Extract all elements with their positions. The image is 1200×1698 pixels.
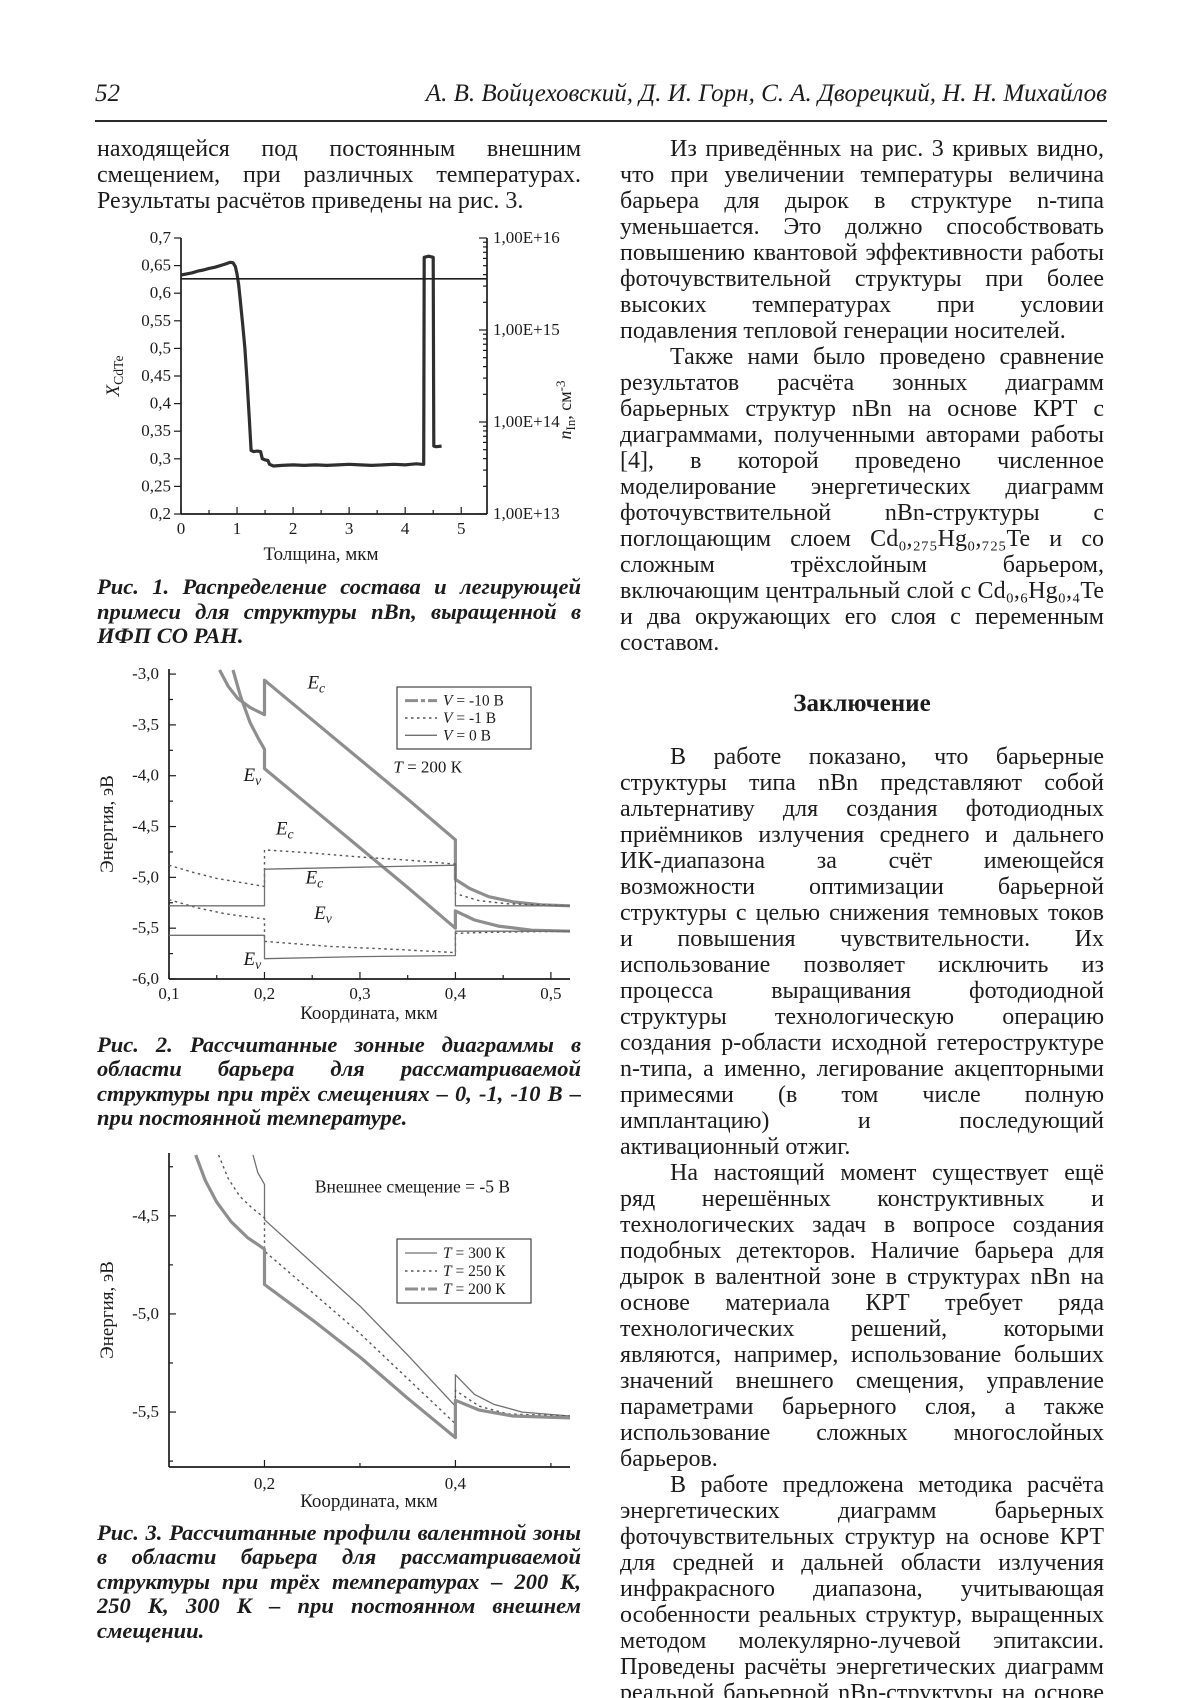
figure-3: 0,2 0,4 -4,5 -5,0 -5,5 Внешнее смещение = -5 … [97, 1145, 581, 1644]
figure-1: 0 1 2 3 4 5 0,7 0,65 0,6 0,55 0,5 0,45 0,4 0,35 0,3 0,2… [97, 222, 581, 649]
svg-text:0,2: 0,2 [254, 984, 275, 1003]
svg-text:T = 200 К: T = 200 К [443, 1281, 506, 1298]
svg-text:T = 300 К: T = 300 К [443, 1245, 506, 1262]
intro-paragraph: находящейся под постоянным внешним смеще… [97, 136, 581, 214]
series-v-0V-Ec [169, 864, 570, 906]
svg-text:Координата, мкм: Координата, мкм [300, 1491, 438, 1512]
svg-text:3: 3 [345, 519, 354, 538]
svg-text:1,00E+14: 1,00E+14 [493, 412, 560, 431]
svg-text:0,2: 0,2 [150, 504, 171, 523]
right-column: Из приведённых на рис. 3 кривых видно, ч… [620, 136, 1104, 1698]
series-v-0V-Ev [169, 930, 570, 959]
svg-text:0,55: 0,55 [141, 311, 171, 330]
svg-text:Ec: Ec [306, 672, 325, 695]
svg-text:0,6: 0,6 [150, 283, 171, 302]
svg-text:nIn, см-3: nIn, см-3 [553, 381, 578, 440]
svg-text:0,65: 0,65 [141, 256, 171, 275]
figure3-valence-profile-chart: 0,2 0,4 -4,5 -5,0 -5,5 Внешнее смещение = -5 … [97, 1152, 571, 1512]
svg-text:0,35: 0,35 [141, 421, 171, 440]
svg-text:-5,5: -5,5 [132, 918, 159, 937]
svg-text:4: 4 [401, 519, 410, 538]
svg-text:V = -10 В: V = -10 В [443, 692, 504, 709]
header-rule [95, 120, 1107, 122]
svg-text:Ev: Ev [242, 764, 262, 787]
series-v-10V-Ec [218, 668, 571, 907]
figure1-composition-chart: 0 1 2 3 4 5 0,7 0,65 0,6 0,55 0,5 0,45 0,4 0,35 0,3 0,2… [103, 228, 578, 565]
svg-text:Энергия, эВ: Энергия, эВ [97, 775, 118, 873]
svg-text:2: 2 [289, 519, 298, 538]
series-x-cdte-composition [180, 254, 442, 468]
svg-text:-6,0: -6,0 [132, 969, 159, 988]
page-number: 52 [95, 80, 120, 107]
section-heading-conclusion: Заключение [793, 690, 931, 717]
svg-text:T = 200 К: T = 200 К [393, 757, 462, 776]
figure-2: 0,1 0,2 0,3 0,4 0,5 -3,0 -3,5 -4,0 -4,5 -5,0 -5,5 -… [97, 663, 581, 1131]
svg-text:Ec: Ec [305, 867, 324, 890]
svg-text:-4,5: -4,5 [132, 816, 159, 835]
svg-text:1: 1 [233, 519, 242, 538]
svg-text:0,5: 0,5 [150, 338, 171, 357]
svg-text:0,25: 0,25 [141, 476, 171, 495]
series-v-10V-Ev [231, 669, 571, 933]
paragraph-1: Из приведённых на рис. 3 кривых видно, ч… [620, 136, 1104, 344]
svg-text:-3,5: -3,5 [132, 714, 159, 733]
svg-text:-4,5: -4,5 [132, 1205, 159, 1224]
svg-text:Координата, мкм: Координата, мкм [300, 1003, 438, 1024]
svg-text:V = 0 В: V = 0 В [443, 727, 491, 744]
left-column: находящейся под постоянным внешним смеще… [97, 136, 581, 1657]
paragraph-3: В работе показано, что барьерные структу… [620, 744, 1104, 1160]
figure3-caption: Рис. 3. Рассчитанные профили валентной з… [97, 1519, 581, 1643]
svg-text:-5,0: -5,0 [132, 1303, 159, 1322]
svg-text:0,5: 0,5 [540, 984, 561, 1003]
svg-text:1,00E+13: 1,00E+13 [493, 504, 560, 523]
svg-text:-5,5: -5,5 [132, 1402, 159, 1421]
svg-text:0,3: 0,3 [349, 984, 370, 1003]
series-v-1V-Ec [168, 848, 571, 906]
svg-text:0,3: 0,3 [150, 449, 171, 468]
svg-text:0,1: 0,1 [158, 984, 179, 1003]
paragraph-2: Также нами было проведено сравнение резу… [620, 344, 1104, 656]
series-T-250K [217, 1154, 571, 1424]
svg-text:0,7: 0,7 [150, 228, 172, 247]
svg-text:-4,0: -4,0 [132, 765, 159, 784]
svg-text:-3,0: -3,0 [132, 664, 159, 683]
series-T-300K [252, 1154, 571, 1417]
paragraph-5: В работе предложена методика расчёта эне… [620, 1472, 1104, 1698]
svg-text:Энергия, эВ: Энергия, эВ [97, 1261, 118, 1359]
running-authors: А. В. Войцеховский, Д. И. Горн, С. А. Дв… [425, 80, 1107, 107]
svg-text:V = -1 В: V = -1 В [443, 710, 496, 727]
svg-text:Ev: Ev [242, 948, 262, 971]
svg-text:0,4: 0,4 [445, 1474, 467, 1493]
svg-text:XCdTe: XCdTe [103, 355, 126, 397]
svg-text:0,45: 0,45 [141, 366, 171, 385]
svg-text:0: 0 [177, 519, 186, 538]
figure2-caption: Рис. 2. Рассчитанные зонные диаграммы в … [97, 1031, 581, 1130]
svg-text:1,00E+15: 1,00E+15 [493, 320, 560, 339]
svg-text:0,4: 0,4 [445, 984, 467, 1003]
svg-text:0,4: 0,4 [150, 394, 172, 413]
svg-text:0,2: 0,2 [254, 1474, 275, 1493]
svg-text:Ec: Ec [275, 818, 294, 841]
figure2-band-diagram-chart: 0,1 0,2 0,3 0,4 0,5 -3,0 -3,5 -4,0 -4,5 -5,0 -5,5 -… [97, 664, 571, 1024]
series-T-200K [194, 1153, 571, 1439]
page-header: 52 А. В. Войцеховский, Д. И. Горн, С. А.… [95, 80, 1107, 108]
svg-text:1,00E+16: 1,00E+16 [493, 228, 560, 247]
svg-text:Ev: Ev [313, 903, 333, 926]
series-v-1V-Ev [168, 898, 571, 953]
figure1-caption: Рис. 1. Распределение состава и легирующ… [97, 574, 581, 648]
svg-text:Внешнее смещение = -5 В: Внешнее смещение = -5 В [315, 1176, 510, 1196]
svg-text:-5,0: -5,0 [132, 867, 159, 886]
svg-text:Толщина, мкм: Толщина, мкм [263, 544, 378, 565]
svg-text:5: 5 [457, 519, 466, 538]
paragraph-4: На настоящий момент существует ещё ряд н… [620, 1160, 1104, 1472]
svg-text:T = 250 К: T = 250 К [443, 1263, 506, 1280]
